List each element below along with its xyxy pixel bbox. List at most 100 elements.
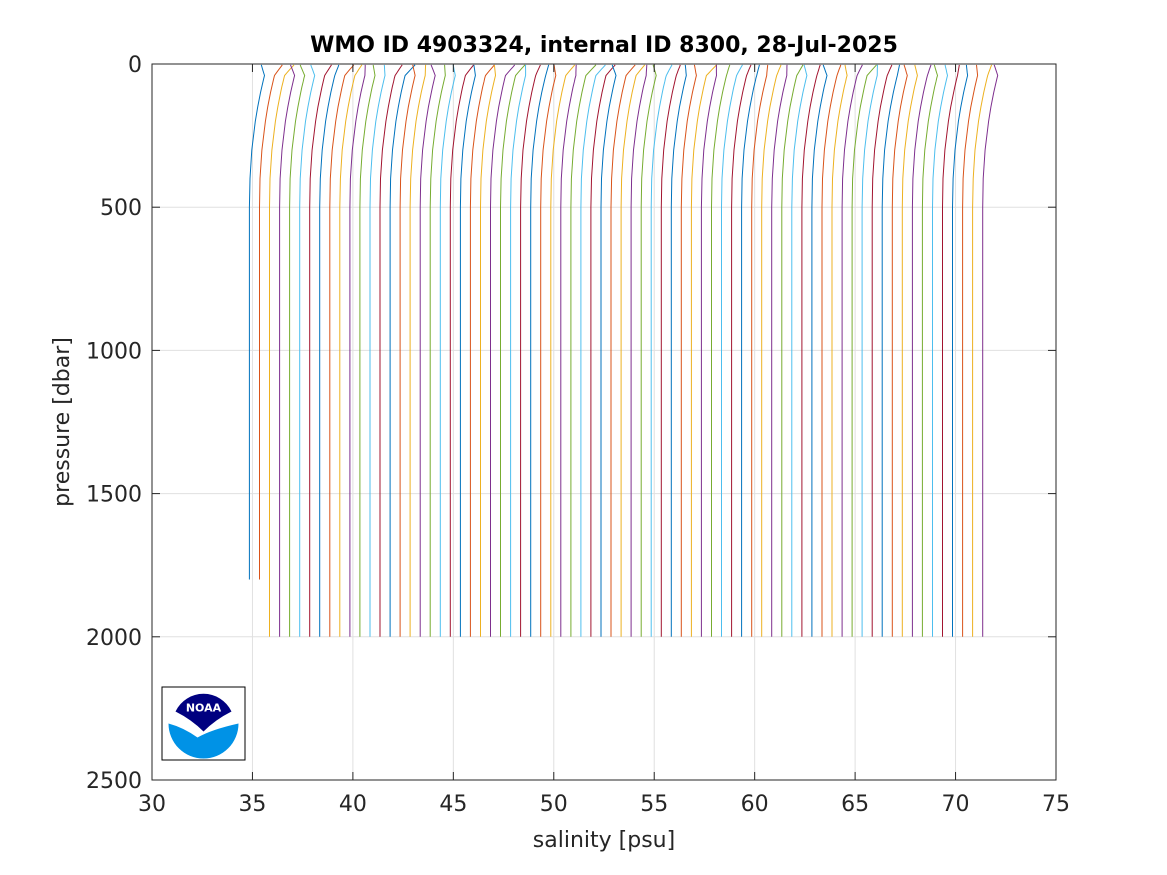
axis-ticks: 30 35 40 45 50 55 60 65 70 75 0 500 1000 1500 2000 2500 — [86, 53, 1070, 817]
profile-line — [289, 64, 306, 637]
logo-wave — [168, 723, 239, 759]
profile-line — [901, 64, 918, 637]
profile-line — [771, 64, 788, 637]
profile-line — [459, 64, 476, 637]
profile-line — [269, 64, 295, 637]
y-tick-label: 0 — [128, 53, 142, 78]
x-axis-label: salinity [psu] — [533, 828, 675, 853]
profile-line — [490, 64, 516, 637]
profile-line — [339, 64, 363, 637]
profile-line — [660, 64, 681, 637]
profile-line — [731, 64, 752, 637]
x-tick-label: 30 — [138, 792, 166, 817]
profile-line — [741, 64, 760, 637]
profile-line — [349, 64, 366, 637]
y-tick-label: 1000 — [86, 339, 142, 364]
profile-line — [480, 64, 497, 637]
profile-line — [831, 64, 848, 637]
x-tick-label: 35 — [238, 792, 266, 817]
profile-line — [580, 64, 606, 637]
grid-lines — [151, 63, 1057, 781]
profile-line — [429, 64, 446, 637]
profile-line — [259, 64, 283, 580]
profile-line — [841, 64, 863, 637]
x-tick-label: 60 — [741, 792, 769, 817]
profile-line — [932, 64, 949, 637]
profile-line — [942, 64, 960, 637]
axes-box — [151, 63, 1057, 781]
profile-line — [560, 64, 577, 637]
profile-line — [248, 64, 266, 580]
profile-line — [329, 64, 355, 637]
profile-line — [781, 64, 804, 637]
profile-line — [309, 64, 332, 637]
profile-line — [911, 64, 932, 637]
logo-text: NOAA — [186, 702, 222, 715]
profile-line — [620, 64, 646, 637]
x-tick-label: 45 — [439, 792, 467, 817]
x-tick-label: 70 — [942, 792, 970, 817]
profile-line — [359, 64, 376, 637]
profile-line — [962, 64, 979, 637]
profile-line — [861, 64, 878, 637]
profile-line — [670, 64, 687, 637]
profile-line — [630, 64, 648, 637]
x-tick-label: 50 — [540, 792, 568, 817]
profile-line — [550, 64, 576, 637]
profile-line — [791, 64, 808, 637]
y-tick-label: 2500 — [86, 769, 142, 794]
y-axis-label: pressure [dbar] — [50, 337, 75, 507]
profile-line — [530, 64, 550, 637]
profile-line — [319, 64, 340, 637]
profile-line — [821, 64, 842, 637]
profile-line — [751, 64, 769, 637]
profile-line — [600, 64, 617, 637]
profiles-group — [248, 64, 999, 637]
profile-line — [570, 64, 597, 637]
profile-line — [540, 64, 557, 637]
profile-line — [640, 64, 657, 637]
profile-line — [891, 64, 908, 637]
y-tick-label: 1500 — [86, 483, 142, 508]
profile-line — [510, 64, 527, 637]
profile-line — [500, 64, 526, 637]
profile-line — [389, 64, 416, 637]
profile-line — [439, 64, 456, 637]
profile-line — [279, 64, 296, 637]
profile-line — [711, 64, 731, 637]
profile-line — [851, 64, 877, 637]
profile-line — [590, 64, 616, 637]
profile-line — [449, 64, 474, 637]
profile-line — [921, 64, 939, 637]
profile-line — [379, 64, 403, 637]
x-tick-label: 55 — [640, 792, 668, 817]
profile-line — [469, 64, 495, 637]
chart-title: WMO ID 4903324, internal ID 8300, 28-Jul… — [310, 33, 898, 58]
profile-line — [982, 64, 999, 637]
x-tick-label: 65 — [841, 792, 869, 817]
profile-line — [690, 64, 717, 637]
profile-line — [680, 64, 697, 637]
profile-line — [409, 64, 427, 637]
profile-line — [721, 64, 743, 637]
profile-line — [811, 64, 828, 637]
profile-line — [610, 64, 636, 637]
profile-line — [952, 64, 969, 637]
logo-gull — [175, 693, 232, 732]
profile-line — [801, 64, 821, 637]
profile-line — [399, 64, 416, 637]
profile-line — [650, 64, 673, 637]
x-tick-label: 75 — [1042, 792, 1070, 817]
profile-line — [369, 64, 386, 637]
profile-line — [871, 64, 893, 637]
profile-line — [972, 64, 993, 637]
x-tick-label: 40 — [339, 792, 367, 817]
profile-line — [299, 64, 316, 637]
y-tick-label: 500 — [100, 196, 142, 221]
profile-line — [520, 64, 541, 637]
profile-line — [700, 64, 718, 637]
profile-line — [761, 64, 782, 637]
y-tick-label: 2000 — [86, 626, 142, 651]
profile-line — [419, 64, 436, 637]
